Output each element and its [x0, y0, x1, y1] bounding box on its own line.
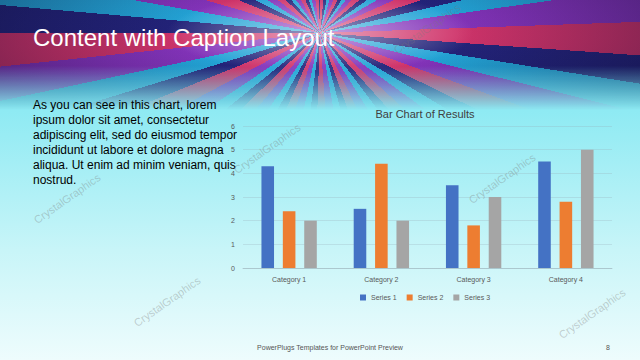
svg-text:1: 1 — [231, 241, 235, 248]
svg-text:Category 2: Category 2 — [364, 276, 398, 284]
svg-text:2: 2 — [231, 217, 235, 224]
svg-text:Category 3: Category 3 — [457, 276, 491, 284]
svg-text:0: 0 — [231, 265, 235, 272]
svg-text:Series 1: Series 1 — [371, 294, 397, 301]
svg-text:6: 6 — [231, 123, 235, 130]
svg-text:Bar Chart of Results: Bar Chart of Results — [375, 108, 475, 120]
svg-text:3: 3 — [231, 194, 235, 201]
svg-text:Category 1: Category 1 — [272, 276, 306, 284]
svg-text:5: 5 — [231, 146, 235, 153]
svg-text:Category 4: Category 4 — [549, 276, 583, 284]
svg-text:Series 3: Series 3 — [464, 294, 490, 301]
svg-text:Series 2: Series 2 — [418, 294, 444, 301]
svg-text:4: 4 — [231, 170, 235, 177]
